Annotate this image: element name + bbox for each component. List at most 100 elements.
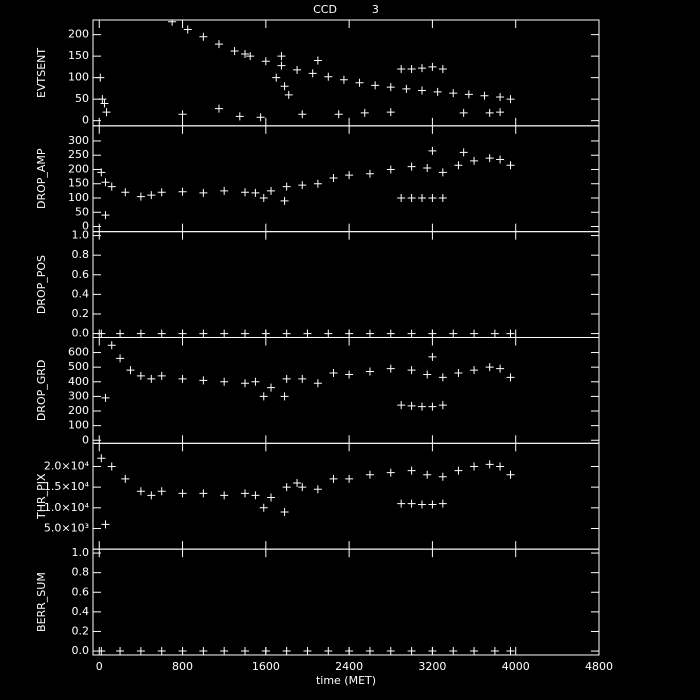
data-point: [246, 52, 255, 61]
data-point: [506, 647, 515, 655]
data-point: [423, 370, 432, 379]
data-point: [324, 329, 333, 338]
data-point: [101, 520, 110, 529]
data-point: [470, 647, 479, 655]
y-tick-label: 0: [82, 220, 89, 233]
data-point: [280, 507, 289, 516]
data-point: [470, 462, 479, 471]
data-point: [496, 364, 505, 373]
data-point: [251, 188, 260, 197]
y-tick-label: 1.0: [72, 546, 90, 559]
data-point: [97, 647, 106, 655]
data-point: [116, 354, 125, 363]
data-point: [433, 87, 442, 96]
data-point: [496, 108, 505, 117]
y-tick-label: 0.8: [72, 566, 90, 579]
y-tick-label: 1.0: [72, 229, 90, 242]
y-axis-label: THR_PIX: [35, 473, 48, 520]
data-point: [397, 401, 406, 410]
data-point: [157, 188, 166, 197]
y-tick-label: 50: [75, 92, 89, 105]
data-point: [107, 341, 116, 350]
data-point: [324, 647, 333, 655]
data-point: [345, 370, 354, 379]
y-tick-label: 200: [68, 162, 89, 175]
data-point: [97, 329, 106, 338]
y-tick-label: 300: [68, 389, 89, 402]
plot-area: [97, 329, 515, 338]
data-point: [121, 474, 130, 483]
data-point: [214, 104, 223, 113]
x-tick-label: 4800: [585, 660, 613, 673]
data-point: [136, 487, 145, 496]
data-point: [345, 647, 354, 655]
x-tick-label: 800: [172, 660, 193, 673]
data-point: [365, 329, 374, 338]
data-point: [418, 86, 427, 95]
y-axis-label: DROP_POS: [35, 255, 48, 314]
x-tick-label: 3200: [418, 660, 446, 673]
y-axis-label: DROP_GRD: [35, 360, 48, 422]
data-point: [428, 352, 437, 361]
y-tick-label: 600: [68, 346, 89, 359]
y-tick-label: 0.0: [72, 327, 90, 340]
data-point: [485, 460, 494, 469]
data-point: [272, 73, 281, 82]
data-point: [199, 489, 208, 498]
data-point: [101, 211, 110, 220]
y-tick-label: 300: [68, 134, 89, 147]
data-point: [178, 489, 187, 498]
data-point: [100, 99, 109, 108]
data-point: [464, 90, 473, 99]
data-point: [157, 647, 166, 655]
data-point: [116, 329, 125, 338]
x-tick-label: 1600: [252, 660, 280, 673]
data-point: [97, 454, 106, 463]
data-point: [397, 194, 406, 202]
data-point: [428, 402, 437, 411]
data-point: [423, 164, 432, 173]
data-point: [178, 329, 187, 338]
data-point: [303, 647, 312, 655]
data-point: [241, 379, 250, 388]
y-tick-label: 0: [82, 114, 89, 127]
data-point: [147, 374, 156, 383]
data-point: [355, 78, 364, 87]
data-point: [407, 466, 416, 475]
data-point: [496, 462, 505, 471]
y-tick-label: 200: [68, 28, 89, 41]
data-point: [506, 329, 515, 338]
y-tick-label: 50: [75, 205, 89, 218]
data-point: [241, 188, 250, 197]
data-point: [418, 500, 427, 509]
chart-title: CCD 3: [313, 3, 379, 16]
x-axis-label: time (MET): [316, 674, 376, 687]
plot-area: [96, 20, 515, 122]
data-point: [339, 75, 348, 84]
data-point: [220, 186, 229, 195]
data-point: [303, 329, 312, 338]
y-tick-label: 500: [68, 360, 89, 373]
data-point: [407, 65, 416, 74]
data-point: [407, 499, 416, 508]
data-point: [220, 329, 229, 338]
data-point: [313, 56, 322, 65]
x-tick-label: 4000: [502, 660, 530, 673]
data-point: [183, 25, 192, 34]
data-point: [282, 483, 291, 492]
y-tick-label: 0.6: [72, 268, 90, 281]
data-point: [506, 373, 515, 382]
data-point: [459, 108, 468, 117]
data-point: [386, 329, 395, 338]
data-point: [267, 493, 276, 502]
data-point: [329, 474, 338, 483]
data-point: [345, 474, 354, 483]
y-tick-label: 400: [68, 375, 89, 388]
data-point: [230, 46, 239, 55]
data-point: [428, 194, 437, 202]
data-point: [407, 194, 416, 202]
data-point: [449, 647, 458, 655]
y-tick-label: 2.0×10⁴: [44, 459, 90, 472]
